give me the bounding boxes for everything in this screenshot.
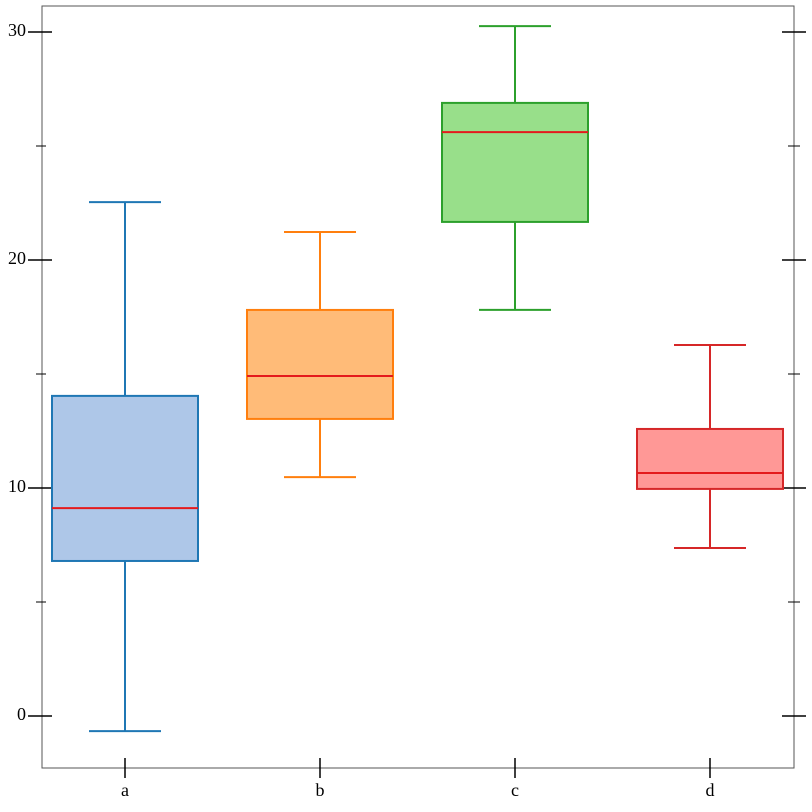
box bbox=[441, 101, 589, 223]
box bbox=[246, 308, 394, 420]
y-tick-label: 0 bbox=[17, 704, 26, 724]
x-tick-label: a bbox=[121, 780, 129, 800]
box bbox=[636, 427, 784, 490]
y-tick-label: 10 bbox=[8, 476, 26, 496]
plot-frame bbox=[41, 5, 795, 769]
y-tick-label: 30 bbox=[8, 20, 26, 40]
box bbox=[51, 394, 199, 562]
y-tick-label: 20 bbox=[8, 248, 26, 268]
x-tick-label: d bbox=[706, 780, 715, 800]
x-tick-label: b bbox=[316, 780, 325, 800]
x-tick-label: c bbox=[511, 780, 519, 800]
